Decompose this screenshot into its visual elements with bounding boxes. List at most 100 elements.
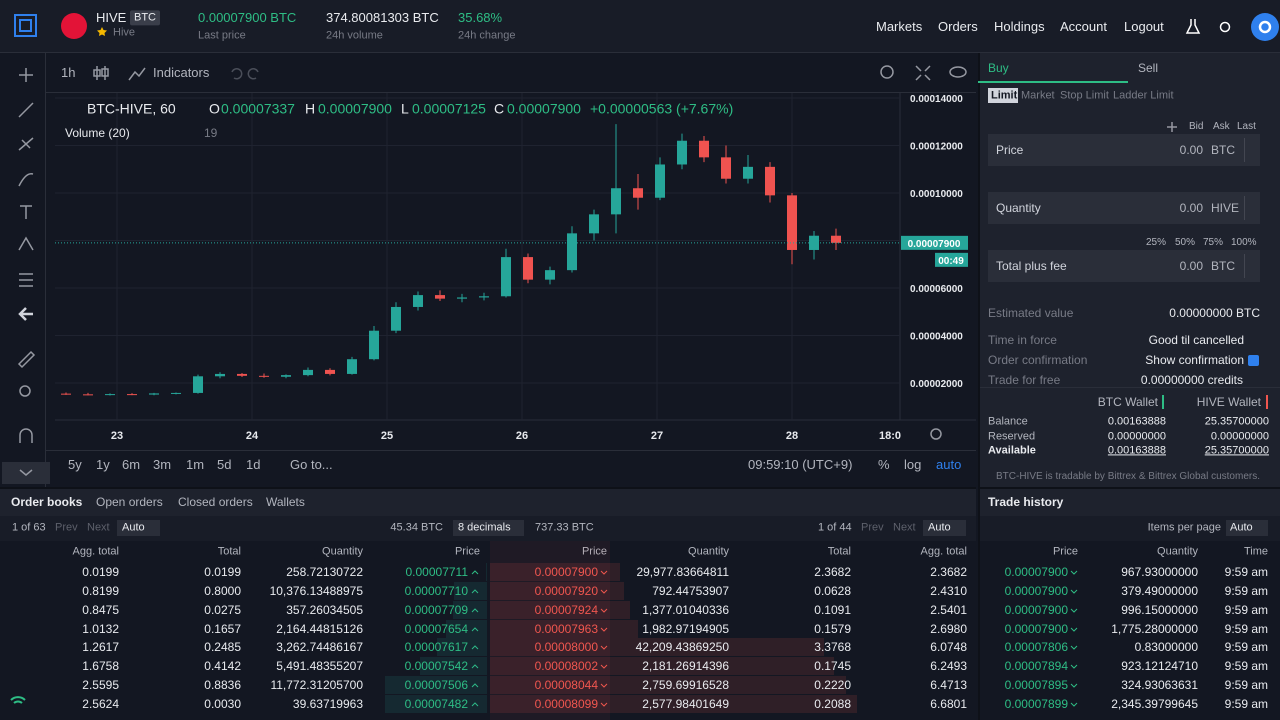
select-box[interactable] — [453, 520, 524, 536]
log-toggle[interactable]: log — [904, 457, 922, 473]
percent-button[interactable]: 75% — [1203, 237, 1224, 248]
decimals-select[interactable]: 8 decimals — [458, 521, 511, 534]
input-field[interactable] — [988, 134, 1260, 166]
buy-tab[interactable]: Buy — [988, 60, 1009, 75]
collapse-tool[interactable] — [19, 469, 33, 476]
bid-price[interactable]: 0.00007710 — [404, 583, 468, 598]
chart-settings-icon[interactable] — [930, 428, 942, 440]
bottom-tab[interactable]: Order books — [11, 494, 83, 509]
pager-next[interactable]: Next — [87, 521, 110, 534]
range-button[interactable]: 1m — [186, 457, 205, 473]
goto[interactable]: Go to... — [290, 457, 333, 473]
theme-icon[interactable] — [1219, 21, 1231, 33]
input-field[interactable] — [988, 192, 1260, 224]
prediction-tool[interactable] — [19, 273, 33, 287]
interval[interactable]: 1h — [61, 65, 76, 81]
sell-tab[interactable]: Sell — [1138, 60, 1159, 75]
bid-price[interactable]: 0.00007482 — [404, 696, 468, 711]
order-type[interactable]: Limit — [991, 89, 1018, 102]
range-button[interactable]: 6m — [122, 457, 141, 473]
ask-price[interactable]: 0.00007920 — [534, 583, 598, 598]
nav-link[interactable]: Markets — [876, 19, 923, 35]
line-tool[interactable] — [18, 102, 34, 118]
range-button[interactable]: 5y — [68, 457, 82, 473]
nav-link[interactable]: Account — [1060, 19, 1107, 35]
eye-icon[interactable] — [949, 66, 967, 78]
option-value[interactable]: Good til cancelled — [1148, 332, 1244, 347]
lab-icon[interactable] — [1185, 19, 1201, 34]
trade-cell: 9:59 am — [1224, 583, 1268, 598]
crosshair-tool[interactable] — [19, 68, 33, 82]
bid-price[interactable]: 0.00007542 — [404, 658, 468, 673]
collapse-button[interactable] — [2, 462, 50, 484]
ask-price[interactable]: 0.00008044 — [534, 677, 598, 692]
settings-icon[interactable] — [880, 65, 894, 79]
pager-prev[interactable]: Prev — [861, 521, 884, 534]
order-type[interactable]: Market — [1021, 89, 1055, 102]
spinner[interactable] — [1244, 196, 1256, 220]
select-box[interactable] — [923, 520, 966, 536]
spinner[interactable] — [1244, 254, 1256, 278]
percent-button[interactable]: 50% — [1175, 237, 1196, 248]
bid-price[interactable]: 0.00007617 — [404, 639, 468, 654]
order-type[interactable]: Ladder Limit — [1113, 89, 1174, 102]
price-ref[interactable]: Ask — [1213, 121, 1230, 132]
percent-toggle[interactable]: % — [878, 457, 890, 473]
magnet-tool[interactable] — [19, 428, 33, 443]
pager-next[interactable]: Next — [893, 521, 916, 534]
bid-price[interactable]: 0.00007506 — [404, 677, 468, 692]
option-value[interactable]: Show confirmation — [1145, 352, 1244, 367]
pager-prev[interactable]: Prev — [55, 521, 78, 534]
bottom-tab[interactable]: Wallets — [266, 494, 305, 509]
percent-button[interactable]: 100% — [1231, 237, 1257, 248]
bid-price[interactable]: 0.00007654 — [404, 621, 468, 636]
page-size[interactable]: Auto — [928, 521, 951, 534]
range-button[interactable]: 1y — [96, 457, 110, 473]
select-box[interactable] — [1226, 520, 1268, 536]
auto-toggle[interactable]: auto — [936, 457, 962, 473]
undo-redo[interactable] — [231, 68, 259, 80]
indicators[interactable]: Indicators — [153, 65, 210, 81]
range-button[interactable]: 5d — [217, 457, 232, 473]
bottom-tab[interactable]: Open orders — [96, 494, 163, 509]
items-select[interactable]: Auto — [1230, 521, 1253, 534]
back-tool[interactable] — [18, 307, 33, 321]
target-icon[interactable] — [1167, 122, 1177, 132]
bid-price[interactable]: 0.00007709 — [404, 602, 468, 617]
ask-price[interactable]: 0.00008099 — [534, 696, 598, 711]
fullscreen-icon[interactable] — [915, 65, 931, 81]
nav-link[interactable]: Orders — [938, 19, 978, 35]
input-field[interactable] — [988, 250, 1260, 282]
nav-link[interactable]: Holdings — [994, 19, 1045, 35]
percent-button[interactable]: 25% — [1146, 237, 1167, 248]
pattern-tool[interactable] — [18, 236, 34, 251]
ask-price[interactable]: 0.00007924 — [534, 602, 598, 617]
bottom-tab[interactable]: Closed orders — [178, 494, 253, 509]
ask-price[interactable]: 0.00007900 — [534, 564, 598, 579]
ask-price[interactable]: 0.00007963 — [534, 621, 598, 636]
confirm-checkbox[interactable] — [1248, 355, 1259, 366]
chart-style-icon[interactable] — [93, 66, 109, 80]
indicators-icon[interactable] — [128, 67, 146, 81]
zoom-tool[interactable] — [19, 385, 31, 397]
fib-tool[interactable] — [18, 137, 34, 151]
price-ref[interactable]: Last — [1237, 121, 1256, 132]
price-ref[interactable]: Bid — [1189, 121, 1204, 132]
settings-button[interactable] — [1251, 13, 1279, 41]
order-type[interactable]: Stop Limit — [1060, 89, 1109, 102]
ask-price[interactable]: 0.00008000 — [534, 639, 598, 654]
change-label: 24h change — [458, 29, 516, 42]
ask-price[interactable]: 0.00008002 — [534, 658, 598, 673]
range-button[interactable]: 1d — [246, 457, 261, 473]
text-tool[interactable] — [20, 205, 32, 219]
spinner[interactable] — [1244, 138, 1256, 162]
candle-body — [699, 140, 709, 158]
bid-price[interactable]: 0.00007711 — [405, 564, 468, 579]
brush-tool[interactable] — [18, 173, 34, 187]
ruler-tool[interactable] — [17, 350, 36, 369]
hive-logo — [61, 13, 87, 39]
range-button[interactable]: 3m — [153, 457, 172, 473]
page-size[interactable]: Auto — [122, 521, 145, 534]
nav-link[interactable]: Logout — [1124, 19, 1164, 35]
select-box[interactable] — [117, 520, 160, 536]
